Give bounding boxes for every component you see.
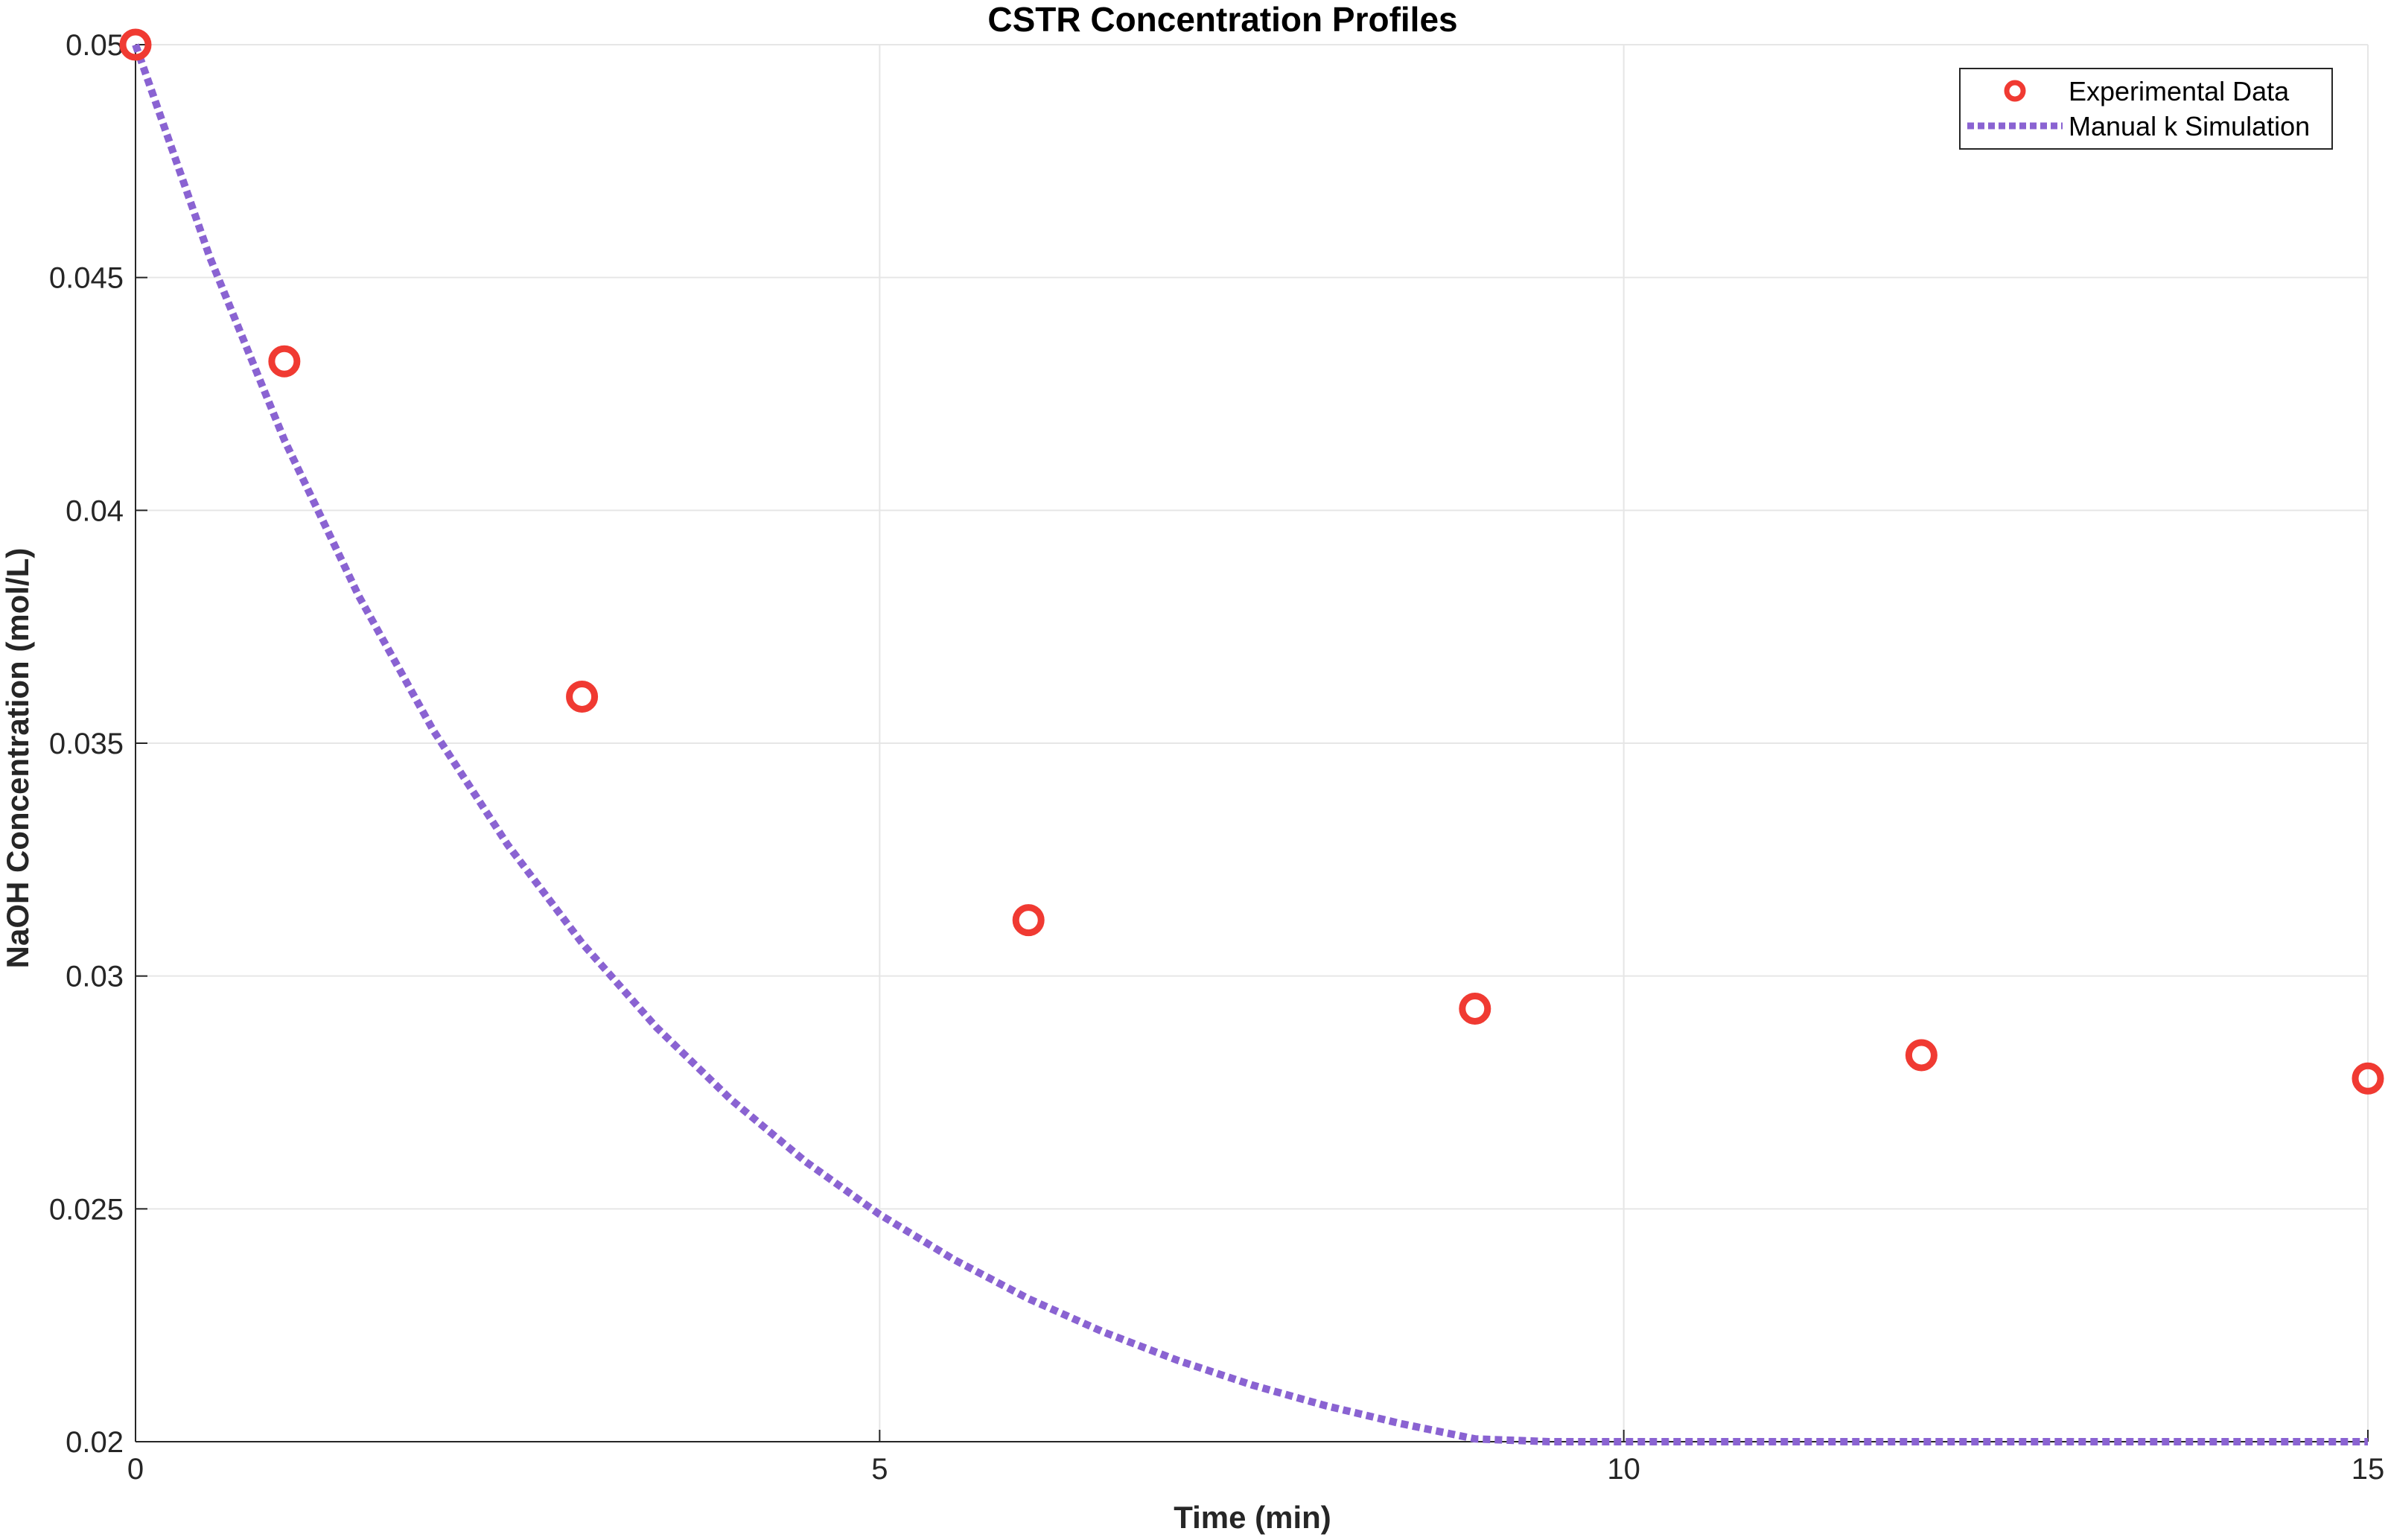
plot-area <box>119 28 2384 1445</box>
legend-marker-experimental <box>2004 80 2026 102</box>
y-tick-label: 0.04 <box>66 494 124 527</box>
experimental-data-point <box>1459 992 1491 1025</box>
legend-box <box>1959 68 2333 150</box>
y-tick-label: 0.05 <box>66 29 124 62</box>
tick-labels: 0 5 10 15 0.02 0.025 0.03 0.035 0.04 0.045 0.05 <box>49 29 2384 1486</box>
chart-title: CSTR Concentration Profiles <box>987 0 1457 39</box>
y-axis-title: NaOH Concentration (mol/L) <box>0 548 35 969</box>
legend: Experimental Data Manual k Simulation <box>1959 68 2333 150</box>
x-axis-title: Time (min) <box>1174 1500 1331 1535</box>
y-tick-label: 0.045 <box>49 262 124 295</box>
x-tick-label: 5 <box>871 1453 888 1486</box>
y-tick-label: 0.025 <box>49 1193 124 1226</box>
experimental-data-point <box>119 28 152 61</box>
experimental-data-point <box>566 680 599 713</box>
y-tick-label: 0.02 <box>66 1426 124 1459</box>
experimental-data-point <box>2352 1062 2384 1095</box>
y-tick-label: 0.035 <box>49 728 124 760</box>
experimental-data-point <box>268 345 301 378</box>
legend-label-experimental-data: Experimental Data <box>2069 76 2290 106</box>
x-tick-label: 15 <box>2352 1453 2385 1486</box>
x-tick-label: 10 <box>1607 1453 1640 1486</box>
y-tick-label: 0.03 <box>66 961 124 993</box>
simulation-line <box>132 43 2368 1445</box>
experimental-data-point <box>1905 1039 1938 1072</box>
legend-label-manual-k-simulation: Manual k Simulation <box>2069 111 2310 141</box>
experimental-data-point <box>1012 904 1045 937</box>
x-tick-label: 0 <box>127 1453 144 1486</box>
